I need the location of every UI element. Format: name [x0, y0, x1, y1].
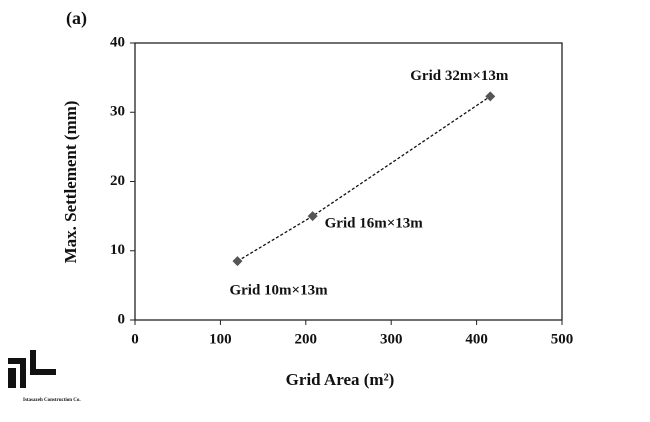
x-axis-label: Grid Area (m²) — [286, 370, 395, 389]
y-axis-label: Max. Settlement (mm) — [61, 101, 80, 264]
x-tick-label: 100 — [209, 331, 232, 347]
x-tick-label: 0 — [131, 331, 139, 347]
plot-frame — [134, 42, 563, 321]
point — [485, 91, 496, 102]
x-tick-label: 500 — [551, 331, 574, 347]
x-tick-label: 200 — [295, 331, 318, 347]
point — [307, 211, 318, 222]
point-label: Grid 16m×13m — [325, 216, 424, 232]
logo-text: Istasazeh Construction Co. — [23, 398, 81, 403]
y-tick-label: 30 — [110, 104, 125, 120]
trend-line — [237, 95, 491, 262]
y-tick-label: 10 — [110, 242, 125, 258]
x-tick-label: 300 — [380, 331, 403, 347]
point-label: Grid 10m×13m — [229, 283, 328, 299]
y-tick-label: 40 — [110, 34, 125, 50]
logo — [8, 350, 56, 388]
point — [232, 256, 243, 267]
y-tick-label: 20 — [110, 173, 125, 189]
chart-title: (a) — [66, 8, 87, 29]
x-tick-label: 400 — [465, 331, 488, 347]
point-label: Grid 32m×13m — [410, 68, 509, 84]
y-tick-label: 0 — [118, 311, 126, 327]
